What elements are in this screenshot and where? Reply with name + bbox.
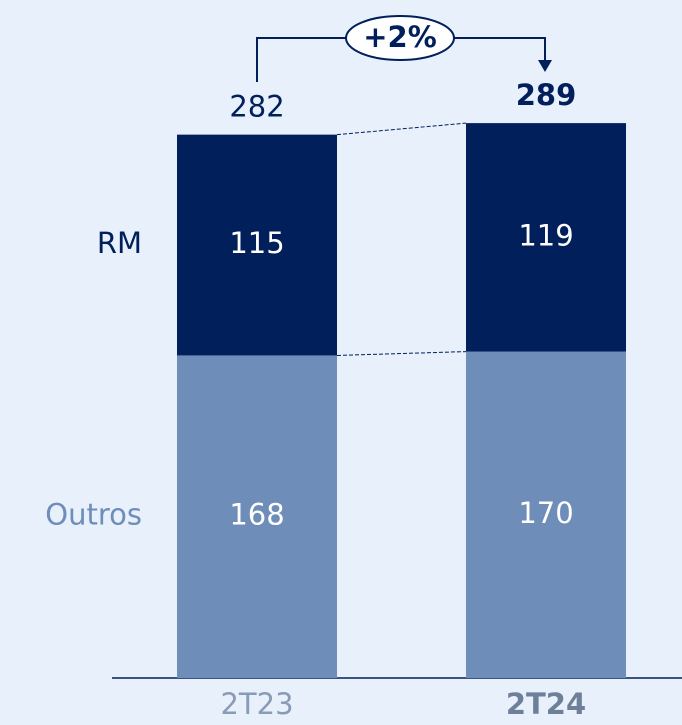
legend-label: Outros xyxy=(45,498,142,532)
value-label: 170 xyxy=(518,496,573,530)
bar-segment xyxy=(466,123,626,352)
value-label: 168 xyxy=(229,498,284,532)
annotation-badge xyxy=(345,15,455,61)
value-label: 115 xyxy=(229,226,284,260)
legend-label: RM xyxy=(97,226,142,260)
connector xyxy=(336,122,467,136)
annotation: +2% xyxy=(363,20,437,54)
x-tick-label: 2T24 xyxy=(506,687,586,721)
change-arrow xyxy=(256,37,546,82)
connector xyxy=(336,351,467,356)
bar-segment xyxy=(466,351,626,678)
value-label: 119 xyxy=(518,218,573,252)
bar-segment xyxy=(177,134,337,356)
x-tick-label: 2T23 xyxy=(220,687,293,721)
bar-segment xyxy=(177,355,337,678)
arrow-head xyxy=(538,60,552,72)
total-label: 289 xyxy=(516,78,577,112)
total-label: 282 xyxy=(229,90,284,124)
